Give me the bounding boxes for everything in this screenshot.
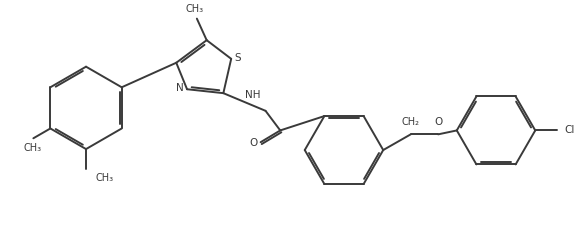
Text: Cl: Cl: [565, 125, 575, 135]
Text: O: O: [250, 138, 258, 148]
Text: NH: NH: [245, 90, 260, 100]
Text: O: O: [434, 117, 442, 126]
Text: CH₃: CH₃: [96, 173, 114, 183]
Text: S: S: [235, 53, 242, 63]
Text: CH₂: CH₂: [402, 117, 419, 126]
Text: CH₃: CH₃: [186, 4, 204, 14]
Text: CH₃: CH₃: [23, 143, 42, 153]
Text: N: N: [176, 83, 184, 93]
